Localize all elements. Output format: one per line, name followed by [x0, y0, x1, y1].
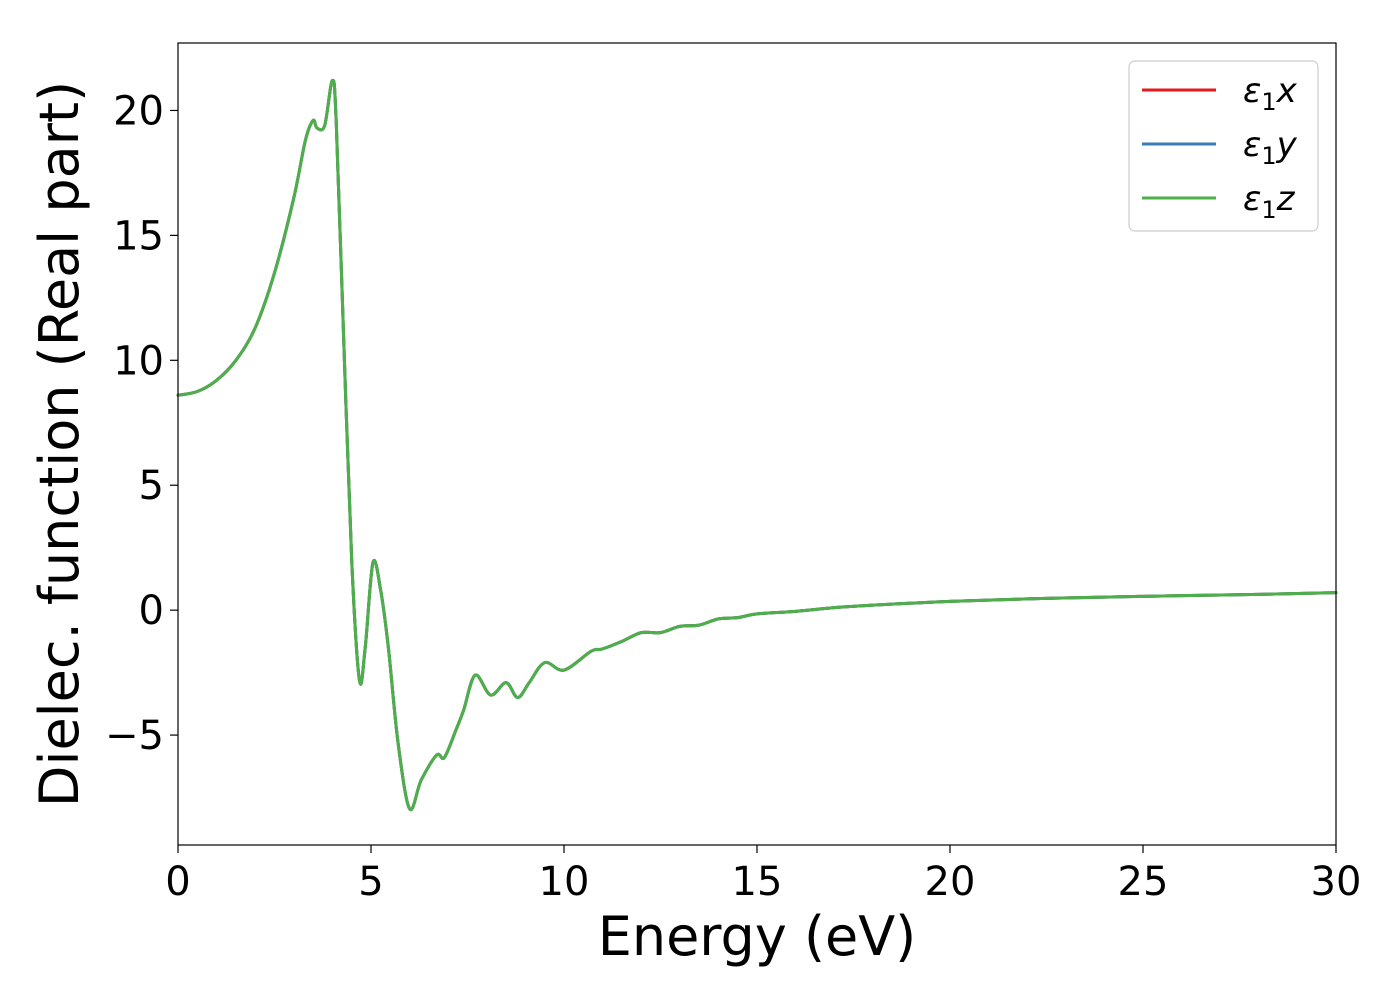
- x-tick-label: 25: [1118, 859, 1169, 905]
- legend: ε1x ε1y ε1z: [1128, 60, 1319, 232]
- x-tick-label: 10: [539, 859, 590, 905]
- y-axis-ticks: −5 0 5 10 15 20: [105, 88, 178, 759]
- x-tick-label: 0: [165, 859, 190, 905]
- y-tick-label: 20: [113, 88, 164, 134]
- x-tick-label: 5: [358, 859, 383, 905]
- x-axis-ticks: 0 5 10 15 20 25 30: [165, 845, 1361, 905]
- series-layer: [176, 78, 1338, 812]
- series-line-z: [176, 78, 1338, 812]
- legend-label-x: ε1x: [1243, 71, 1298, 116]
- legend-label-z: ε1z: [1243, 179, 1296, 224]
- legend-label-y: ε1y: [1243, 125, 1298, 170]
- y-tick-label: 10: [113, 338, 164, 384]
- x-tick-label: 20: [925, 859, 976, 905]
- x-tick-label: 15: [732, 859, 783, 905]
- x-axis-title: Energy (eV): [598, 905, 917, 968]
- y-axis-title: Dielec. function (Real part): [28, 81, 91, 807]
- y-tick-label: 5: [139, 463, 164, 509]
- y-tick-label: 0: [139, 588, 164, 634]
- x-tick-label: 30: [1311, 859, 1362, 905]
- y-tick-label: 15: [113, 213, 164, 259]
- legend-box: [1128, 60, 1319, 232]
- y-tick-label: −5: [105, 713, 164, 759]
